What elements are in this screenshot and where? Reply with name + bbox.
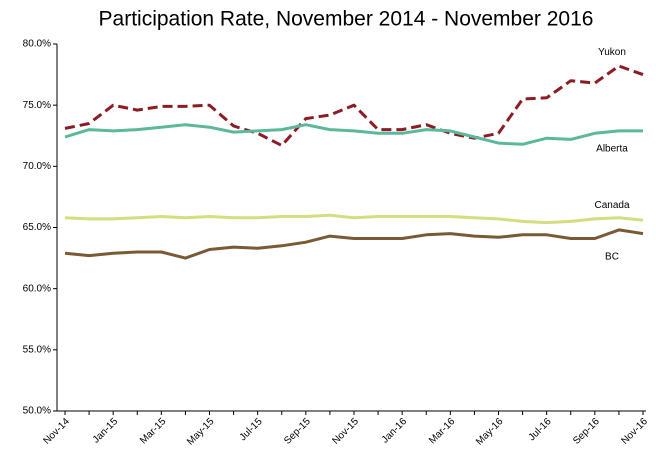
y-tick-label: 80.0%: [23, 39, 51, 50]
chart-title: Participation Rate, November 2014 - Nove…: [99, 8, 594, 31]
series-line: [64, 213, 644, 225]
series-label: Canada: [594, 200, 629, 211]
x-tick-label: Nov-14: [41, 416, 72, 447]
x-tick-label: May-16: [474, 416, 506, 448]
x-tick-label: Jan-16: [380, 416, 410, 446]
y-tick-label: 60.0%: [23, 283, 51, 294]
x-tick-label: Mar-16: [427, 416, 457, 446]
y-tick-label: 75.0%: [23, 100, 51, 111]
x-tick-label: Sep-16: [571, 416, 602, 447]
series-label: Yukon: [598, 47, 626, 58]
x-tick-label: Nov-16: [619, 416, 650, 447]
x-tick-label: Jul-16: [527, 416, 554, 443]
series-label: BC: [605, 251, 619, 262]
y-tick-label: 65.0%: [23, 222, 51, 233]
x-tick-label: Mar-15: [138, 416, 168, 446]
x-tick-label: Nov-15: [330, 416, 361, 447]
y-tick-label: 70.0%: [23, 161, 51, 172]
series-line: [64, 228, 644, 260]
series-label: Alberta: [596, 143, 628, 154]
x-tick-label: May-15: [185, 416, 217, 448]
x-tick-label: Sep-15: [282, 416, 313, 447]
x-tick-label: Jul-15: [238, 416, 265, 443]
series-line: [64, 64, 644, 147]
series-line: [64, 123, 643, 146]
y-tick-label: 55.0%: [23, 344, 51, 355]
y-tick-label: 50.0%: [23, 406, 51, 417]
x-tick-label: Jan-15: [91, 416, 121, 446]
